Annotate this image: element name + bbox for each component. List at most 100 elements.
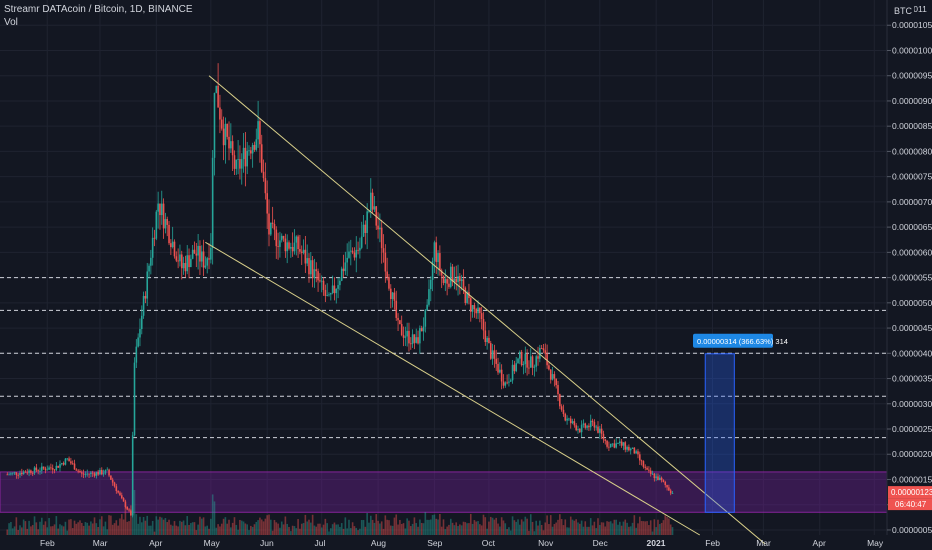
candle-body <box>406 330 408 337</box>
candle-body <box>26 472 29 474</box>
volume-bar <box>84 522 87 535</box>
candle-body <box>611 443 614 445</box>
candle-body <box>204 265 207 268</box>
volume-bar <box>562 525 565 535</box>
time-tick-label: Jun <box>260 538 274 548</box>
candle-body <box>522 364 525 366</box>
volume-bar <box>557 519 559 535</box>
volume-bar <box>126 521 129 535</box>
candle-body <box>371 192 374 210</box>
candle-body <box>628 446 630 451</box>
candle-body <box>588 425 590 428</box>
volume-bar <box>300 523 303 535</box>
volume-bar <box>68 519 70 535</box>
candle-body <box>582 423 585 425</box>
candle-body <box>282 235 285 239</box>
candle-body <box>471 305 474 312</box>
volume-bar <box>130 505 132 535</box>
candles <box>6 63 674 518</box>
candle-body <box>379 227 381 230</box>
candle-body <box>59 464 61 468</box>
volume-bar <box>464 522 467 535</box>
candle-body <box>420 328 423 332</box>
candle-body <box>640 460 643 462</box>
volume-bar <box>460 525 463 535</box>
candle-body <box>451 266 454 282</box>
volume-bar <box>600 522 603 535</box>
volume-bar <box>669 524 672 535</box>
volume-bar <box>517 519 519 535</box>
volume-bar <box>342 528 345 535</box>
volume-bar <box>480 525 483 535</box>
volume-bar <box>17 530 19 535</box>
candle-body <box>308 258 310 275</box>
candle-body <box>293 242 296 252</box>
volume-bar <box>37 529 39 535</box>
candle-body <box>68 458 70 462</box>
candle-body <box>326 295 328 296</box>
volume-bar <box>326 523 328 535</box>
volume-bar <box>170 524 172 535</box>
currency-label: BTC <box>892 6 914 16</box>
volume-bar <box>377 520 379 535</box>
volume-bar <box>395 514 398 535</box>
volume-bar <box>428 519 430 535</box>
volume-bar <box>266 515 268 535</box>
measure-tool[interactable]: 0.00000314 (366.63%) 314 <box>693 333 788 513</box>
candle-body <box>473 305 476 310</box>
measure-range[interactable] <box>704 353 735 513</box>
candle-body <box>31 472 34 474</box>
volume-bar <box>593 521 596 535</box>
candle-body <box>239 159 241 169</box>
candle-body <box>200 251 203 262</box>
volume-bar <box>655 527 657 535</box>
volume-indicator-label[interactable]: Vol <box>4 17 18 28</box>
volume-bar <box>539 520 541 535</box>
candle-body <box>409 343 412 345</box>
volume-bar <box>137 523 139 535</box>
volume-bar <box>608 521 610 535</box>
volume-bar <box>580 520 583 535</box>
volume-bar <box>453 525 456 535</box>
candle-body <box>217 85 219 108</box>
time-tick-label: Aug <box>371 538 386 548</box>
time-axis[interactable]: Feb Mar Apr May Jun Jul Aug Sep Oct Nov Dec 2021 Feb… <box>40 538 884 548</box>
price-axis[interactable]: 0.000000500.000001000.000001500.00000200… <box>887 4 932 535</box>
candle-body <box>73 463 76 470</box>
volume-bar <box>549 515 552 535</box>
last-price-text: 0.00000123 <box>891 488 932 497</box>
candle-body <box>226 123 229 137</box>
candle-body <box>593 422 596 428</box>
candle-body <box>495 358 498 364</box>
volume-bar <box>159 516 161 535</box>
candle-body <box>279 240 281 247</box>
candle-body <box>322 280 325 290</box>
volume-bar <box>86 522 89 535</box>
volume-bar <box>117 525 119 535</box>
symbol-title[interactable]: Streamr DATAcoin / Bitcoin, 1D, BINANCE <box>4 4 193 15</box>
volume-bar <box>148 525 150 535</box>
candle-body <box>533 366 536 368</box>
candle-body <box>117 490 119 493</box>
volume-bar <box>351 522 354 535</box>
candle-body <box>128 509 130 511</box>
volume-bar <box>344 517 347 535</box>
candle-body <box>629 448 632 451</box>
volume-bar <box>290 531 292 535</box>
volume-bar <box>337 524 339 535</box>
candle-body <box>202 251 205 268</box>
candle-body <box>50 467 52 469</box>
candle-body <box>17 474 19 476</box>
candle-body <box>300 251 303 253</box>
volume-bar <box>635 527 637 535</box>
volume-bar <box>219 526 221 535</box>
volume-bar <box>413 517 416 535</box>
volume-bar <box>651 531 654 535</box>
candle-body <box>224 123 227 146</box>
candle-body <box>8 474 10 476</box>
volume-bar <box>579 523 581 535</box>
